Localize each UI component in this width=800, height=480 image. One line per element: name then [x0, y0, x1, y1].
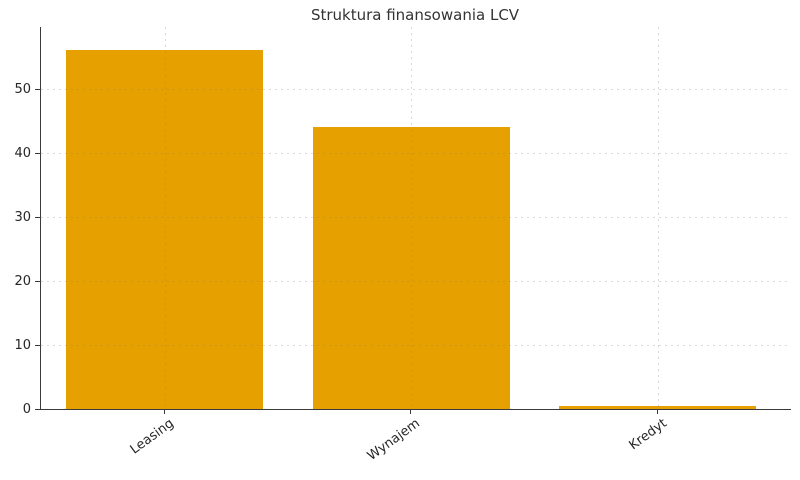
y-axis-tick-label: 0 — [22, 402, 31, 417]
bar-kredyt — [559, 406, 756, 409]
y-axis-tick-label: 10 — [14, 337, 31, 353]
y-axis-tick-mark — [35, 216, 40, 218]
y-axis-tick-mark — [35, 152, 40, 154]
plot-area — [40, 27, 791, 410]
x-axis-tick-mark — [410, 409, 412, 414]
bar-leasing — [66, 50, 263, 409]
x-axis-label-wynajem: Wynajem — [364, 416, 423, 464]
y-axis-tick-mark — [35, 344, 40, 347]
chart-title: Struktura finansowania LCV — [310, 6, 520, 24]
x-axis-tick-mark — [163, 409, 165, 414]
y-axis-tick-label: 40 — [14, 145, 31, 161]
x-axis-label-leasing: Leasing — [127, 416, 177, 458]
y-axis-tick-label: 50 — [14, 81, 31, 97]
y-axis-tick-label: 30 — [14, 209, 31, 225]
x-axis-tick-mark — [656, 409, 658, 414]
y-axis-tick-label: 20 — [14, 273, 31, 289]
bar-wynajem — [312, 127, 510, 409]
y-axis-tick-mark — [35, 88, 40, 90]
y-axis-tick-mark — [35, 280, 40, 282]
gridline-vertical — [657, 27, 659, 409]
x-axis-label-kredyt: Kredyt — [626, 416, 670, 454]
y-axis-tick-mark — [35, 409, 40, 411]
